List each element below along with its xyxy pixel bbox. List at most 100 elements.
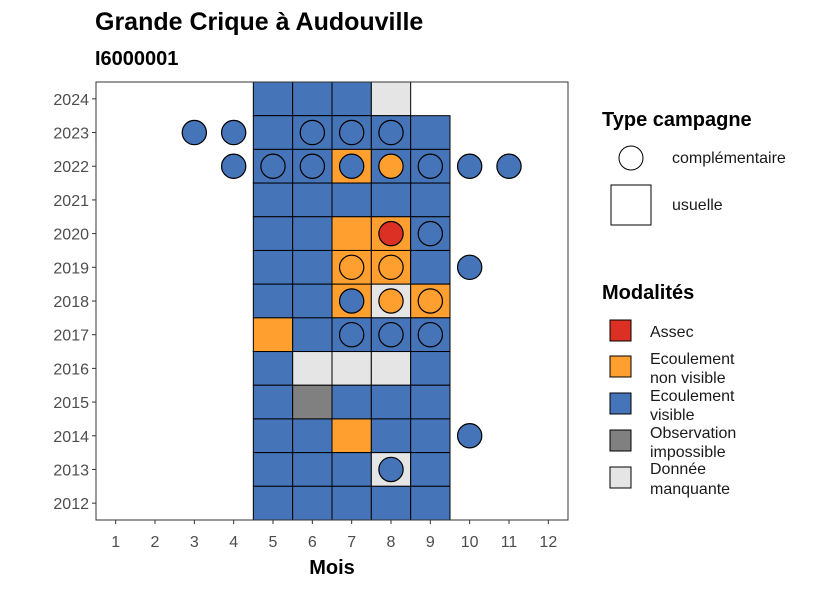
cell-2020-6 [292, 216, 333, 251]
point-2022-4 [220, 153, 247, 179]
point-2023-6 [299, 119, 326, 146]
legend-label-observation-impossible-0: Observation [650, 425, 736, 442]
point-2023-7 [338, 119, 365, 146]
legend-swatch-ecoulement-visible [609, 392, 632, 415]
point-2018-9 [417, 288, 444, 314]
point-2022-6 [299, 153, 326, 179]
legend-modalites-title: Modalités [602, 282, 694, 304]
cell-2021-7 [331, 182, 372, 218]
legend-type-campagne: Type campagne complémentaire usuelle [602, 109, 786, 226]
legend-type-label-complementaire: complémentaire [672, 150, 786, 167]
point-2022-7 [338, 153, 365, 179]
legend-label-donnee-manquante-0: Donnée [650, 461, 706, 478]
cell-2019-5 [252, 249, 294, 285]
cell-2013-7 [331, 452, 372, 487]
y-tick-label-2024: 2024 [53, 92, 89, 109]
legend-square-symbol [610, 184, 652, 226]
cell-2023-9 [410, 115, 451, 150]
x-tick-label-4: 4 [229, 534, 238, 551]
x-tick-label-12: 12 [539, 534, 557, 551]
cell-2016-9 [410, 351, 451, 386]
cell-2023-5 [252, 115, 294, 150]
point-2022-8 [378, 153, 404, 179]
y-tick-label-2015: 2015 [53, 395, 89, 412]
cell-2024-8 [370, 81, 412, 117]
legend-type-label-usuelle: usuelle [672, 197, 723, 214]
legend-label-ecoulement-visible-0: Ecoulement [650, 388, 735, 405]
cell-2017-6 [292, 317, 333, 353]
cell-2018-5 [252, 283, 294, 319]
y-tick-label-2020: 2020 [53, 227, 89, 244]
chart-subtitle: I6000001 [95, 48, 178, 70]
cell-2024-5 [252, 81, 294, 117]
point-2023-3 [181, 119, 208, 146]
cell-2021-9 [410, 182, 451, 218]
x-axis-title: Mois [309, 557, 355, 579]
x-tick-label-6: 6 [308, 534, 317, 551]
cell-2014-7 [331, 418, 372, 454]
cell-2014-8 [370, 418, 412, 454]
cell-2020-5 [252, 216, 294, 251]
point-2018-8 [378, 288, 404, 314]
y-tick-label-2016: 2016 [53, 361, 89, 378]
x-tick-label-8: 8 [387, 534, 396, 551]
usuelle-cells-layer [252, 81, 451, 521]
point-2019-8 [378, 254, 404, 281]
y-tick-label-2013: 2013 [53, 462, 89, 479]
point-2022-10 [456, 153, 483, 179]
cell-2012-7 [331, 485, 372, 521]
point-2017-7 [338, 321, 365, 348]
x-tick-label-7: 7 [347, 534, 356, 551]
x-tick-label-1: 1 [111, 534, 120, 551]
x-tick-label-10: 10 [461, 534, 479, 551]
legend-swatch-donnee-manquante [609, 466, 632, 489]
cell-2024-7 [331, 81, 372, 117]
chart-title: Grande Crique à Audouville [95, 8, 423, 36]
cell-2014-5 [252, 418, 294, 454]
cell-2015-6 [292, 384, 333, 420]
y-axis: 2012 2013 2014 2015 2016 2017 2018 2019 2020 2021… [53, 92, 96, 513]
cell-2014-9 [410, 418, 451, 454]
point-2023-4 [220, 119, 247, 146]
legend-type-title: Type campagne [602, 109, 752, 131]
y-tick-label-2018: 2018 [53, 294, 89, 311]
y-tick-label-2021: 2021 [53, 193, 89, 210]
cell-2014-6 [292, 418, 333, 454]
cell-2019-9 [410, 249, 451, 285]
legend-circle-symbol [618, 145, 644, 171]
y-tick-label-2014: 2014 [53, 429, 89, 446]
cell-2015-5 [252, 384, 294, 420]
y-tick-label-2022: 2022 [53, 159, 89, 176]
cell-2016-6 [292, 351, 333, 386]
point-2019-10 [456, 254, 483, 281]
cell-2016-7 [331, 351, 372, 386]
x-tick-label-2: 2 [151, 534, 160, 551]
complementaire-points-layer [181, 119, 522, 483]
legend-label-ecoulement-non-visible-1: non visible [650, 370, 726, 387]
cell-2013-5 [252, 452, 294, 487]
legend-label-donnee-manquante-1: manquante [650, 481, 730, 498]
x-tick-label-11: 11 [501, 534, 518, 551]
cell-2012-9 [410, 485, 451, 521]
point-2017-8 [378, 321, 404, 348]
point-2023-8 [378, 119, 404, 146]
y-tick-label-2019: 2019 [53, 260, 89, 277]
cell-2021-5 [252, 182, 294, 218]
cell-2012-5 [252, 485, 294, 521]
cell-2020-7 [331, 216, 372, 251]
legend-swatch-assec [609, 319, 632, 342]
point-2019-7 [338, 254, 365, 281]
cell-2015-8 [370, 384, 412, 420]
legend-label-observation-impossible-1: impossible [650, 444, 726, 461]
x-tick-label-3: 3 [190, 534, 199, 551]
cell-2015-7 [331, 384, 372, 420]
cell-2021-8 [370, 182, 412, 218]
cell-2019-6 [292, 249, 333, 285]
point-2022-11 [496, 153, 522, 179]
legend-swatch-observation-impossible [609, 429, 632, 452]
legend-swatch-ecoulement-non-visible [609, 355, 632, 378]
x-tick-label-5: 5 [269, 534, 278, 551]
legend-label-ecoulement-non-visible-0: Ecoulement [650, 351, 735, 368]
